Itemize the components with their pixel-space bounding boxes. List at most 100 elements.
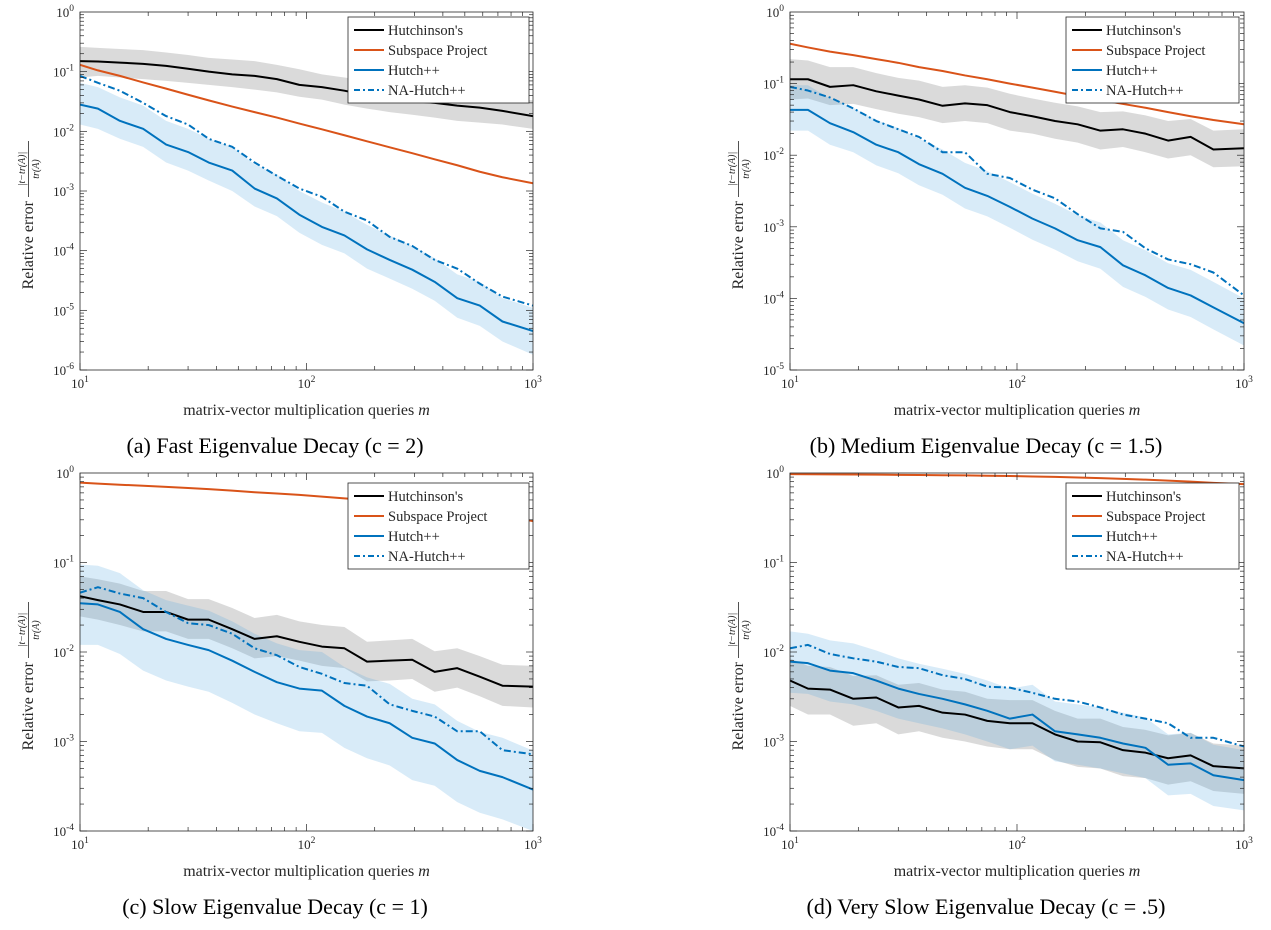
series-line-1: [790, 473, 1244, 486]
legend-box: [1065, 16, 1240, 104]
x-tick-label: 103: [1235, 836, 1253, 852]
series-line-2: [80, 602, 533, 791]
series-line-3: [80, 74, 533, 307]
y-tick-label: 10-3: [53, 734, 74, 750]
x-tick-label: 102: [298, 375, 316, 391]
legend-label: Subspace Project: [1106, 509, 1205, 525]
legend-label: NA-Hutch++: [1106, 83, 1184, 99]
y-ticks: [790, 476, 1244, 832]
y-axis-label: Relative error |t−tr(A)| tr(A): [727, 602, 752, 750]
series-line-1: [80, 63, 533, 185]
y-label-denominator: tr(A): [741, 159, 752, 179]
x-ticks: [789, 12, 1245, 370]
legend-label: NA-Hutch++: [1106, 549, 1184, 565]
legend-box: [1065, 482, 1240, 570]
y-tick-label: 10-2: [53, 644, 74, 660]
confidence-band-2: [790, 85, 1244, 346]
series-line-3: [790, 643, 1244, 748]
caption-a: (a) Fast Eigenvalue Decay (c = 2): [126, 433, 423, 458]
y-ticks: [80, 14, 533, 371]
y-tick-label: 10-2: [763, 147, 784, 163]
y-axis-label: Relative error |t−tr(A)| tr(A): [727, 141, 752, 289]
series-line-0: [790, 679, 1244, 770]
x-tick-label: 102: [1008, 375, 1026, 391]
caption-b: (b) Medium Eigenvalue Decay (c = 1.5): [810, 433, 1163, 458]
x-ticks: [789, 473, 1245, 831]
legend: Hutchinson's Subspace Project Hutch++ NA-Hu…: [347, 16, 530, 104]
y-tick-label: 10-5: [763, 362, 784, 378]
confidence-band-0: [790, 658, 1244, 794]
legend-label: Hutchinson's: [388, 489, 463, 505]
y-tick-label: 10-2: [53, 123, 74, 139]
legend-label: Hutch++: [388, 63, 440, 79]
x-tick-label: 103: [1235, 375, 1253, 391]
plot-area: [790, 42, 1244, 346]
legend-label: Subspace Project: [1106, 43, 1205, 59]
x-tick-label: 101: [781, 836, 799, 852]
y-label-denominator: tr(A): [31, 159, 42, 179]
confidence-band-2: [790, 631, 1244, 811]
confidence-band-2: [80, 564, 533, 831]
y-tick-label: 100: [766, 465, 784, 481]
y-tick-label: 10-1: [763, 76, 784, 92]
y-tick-label: 10-1: [53, 555, 74, 571]
y-label-numerator: |t−tr(A)|: [727, 152, 738, 186]
x-tick-label: 102: [1008, 836, 1026, 852]
y-tick-label: 100: [766, 4, 784, 20]
legend: Hutchinson's Subspace Project Hutch++ NA-Hu…: [1065, 16, 1240, 104]
plot-area: [80, 481, 533, 831]
x-tick-label: 103: [524, 375, 542, 391]
x-axis-label: matrix-vector multiplication queries m: [183, 402, 430, 419]
panel-a: 101 102 103 10-6 10-5 10-4 10-3 10-2 10-1 100 matr…: [17, 4, 542, 419]
series-line-2: [790, 660, 1244, 782]
x-axis-label: matrix-vector multiplication queries m: [183, 863, 430, 880]
y-tick-label: 10-1: [53, 64, 74, 80]
y-tick-label: 100: [56, 4, 74, 20]
y-tick-label: 10-6: [53, 362, 74, 378]
legend-label: Hutchinson's: [1106, 489, 1181, 505]
y-axis-label: Relative error |t−tr(A)| tr(A): [17, 602, 42, 750]
x-axis-label: matrix-vector multiplication queries m: [894, 863, 1141, 880]
legend-box: [347, 16, 530, 104]
panel-d: 101 102 103 10-4 10-3 10-2 10-1 100 matrix-vecto…: [727, 465, 1253, 880]
y-tick-label: 10-2: [763, 644, 784, 660]
y-axis-label-text: Relative error: [20, 661, 37, 750]
x-tick-label: 101: [71, 375, 89, 391]
legend: Hutchinson's Subspace Project Hutch++ NA-Hu…: [347, 482, 530, 570]
series-line-0: [790, 78, 1244, 151]
series-line-3: [790, 85, 1244, 297]
y-ticks: [790, 14, 1244, 371]
x-tick-label: 101: [71, 836, 89, 852]
series-line-1: [790, 42, 1244, 126]
y-label-numerator: |t−tr(A)|: [17, 152, 28, 186]
legend-label: NA-Hutch++: [388, 83, 466, 99]
legend-label: Hutchinson's: [388, 23, 463, 39]
x-tick-label: 103: [524, 836, 542, 852]
legend-label: Hutch++: [1106, 529, 1158, 545]
y-axis-label-text: Relative error: [730, 200, 747, 289]
confidence-band-0: [80, 576, 533, 708]
series-line-0: [80, 595, 533, 688]
legend-label: Hutch++: [1106, 63, 1158, 79]
legend-label: Hutch++: [388, 529, 440, 545]
y-tick-label: 100: [56, 465, 74, 481]
y-tick-label: 10-4: [763, 823, 784, 839]
panel-c: 101 102 103 10-4 10-3 10-2 10-1 100 matrix-vecto…: [17, 465, 542, 880]
series-line-2: [790, 108, 1244, 325]
x-ticks: [79, 473, 534, 831]
y-axis-label-text: Relative error: [20, 200, 37, 289]
legend-label: Subspace Project: [388, 43, 487, 59]
plot-area: [80, 46, 533, 355]
legend: Hutchinson's Subspace Project Hutch++ NA-Hu…: [1065, 482, 1240, 570]
x-axis-label: matrix-vector multiplication queries m: [894, 402, 1141, 419]
y-axis-label: Relative error |t−tr(A)| tr(A): [17, 141, 42, 289]
legend-box: [347, 482, 530, 570]
y-label-denominator: tr(A): [741, 620, 752, 640]
y-label-numerator: |t−tr(A)|: [727, 613, 738, 647]
y-tick-label: 10-4: [53, 243, 74, 259]
y-label-denominator: tr(A): [31, 620, 42, 640]
y-tick-label: 10-4: [53, 823, 74, 839]
x-tick-label: 101: [781, 375, 799, 391]
caption-d: (d) Very Slow Eigenvalue Decay (c = .5): [807, 894, 1166, 919]
